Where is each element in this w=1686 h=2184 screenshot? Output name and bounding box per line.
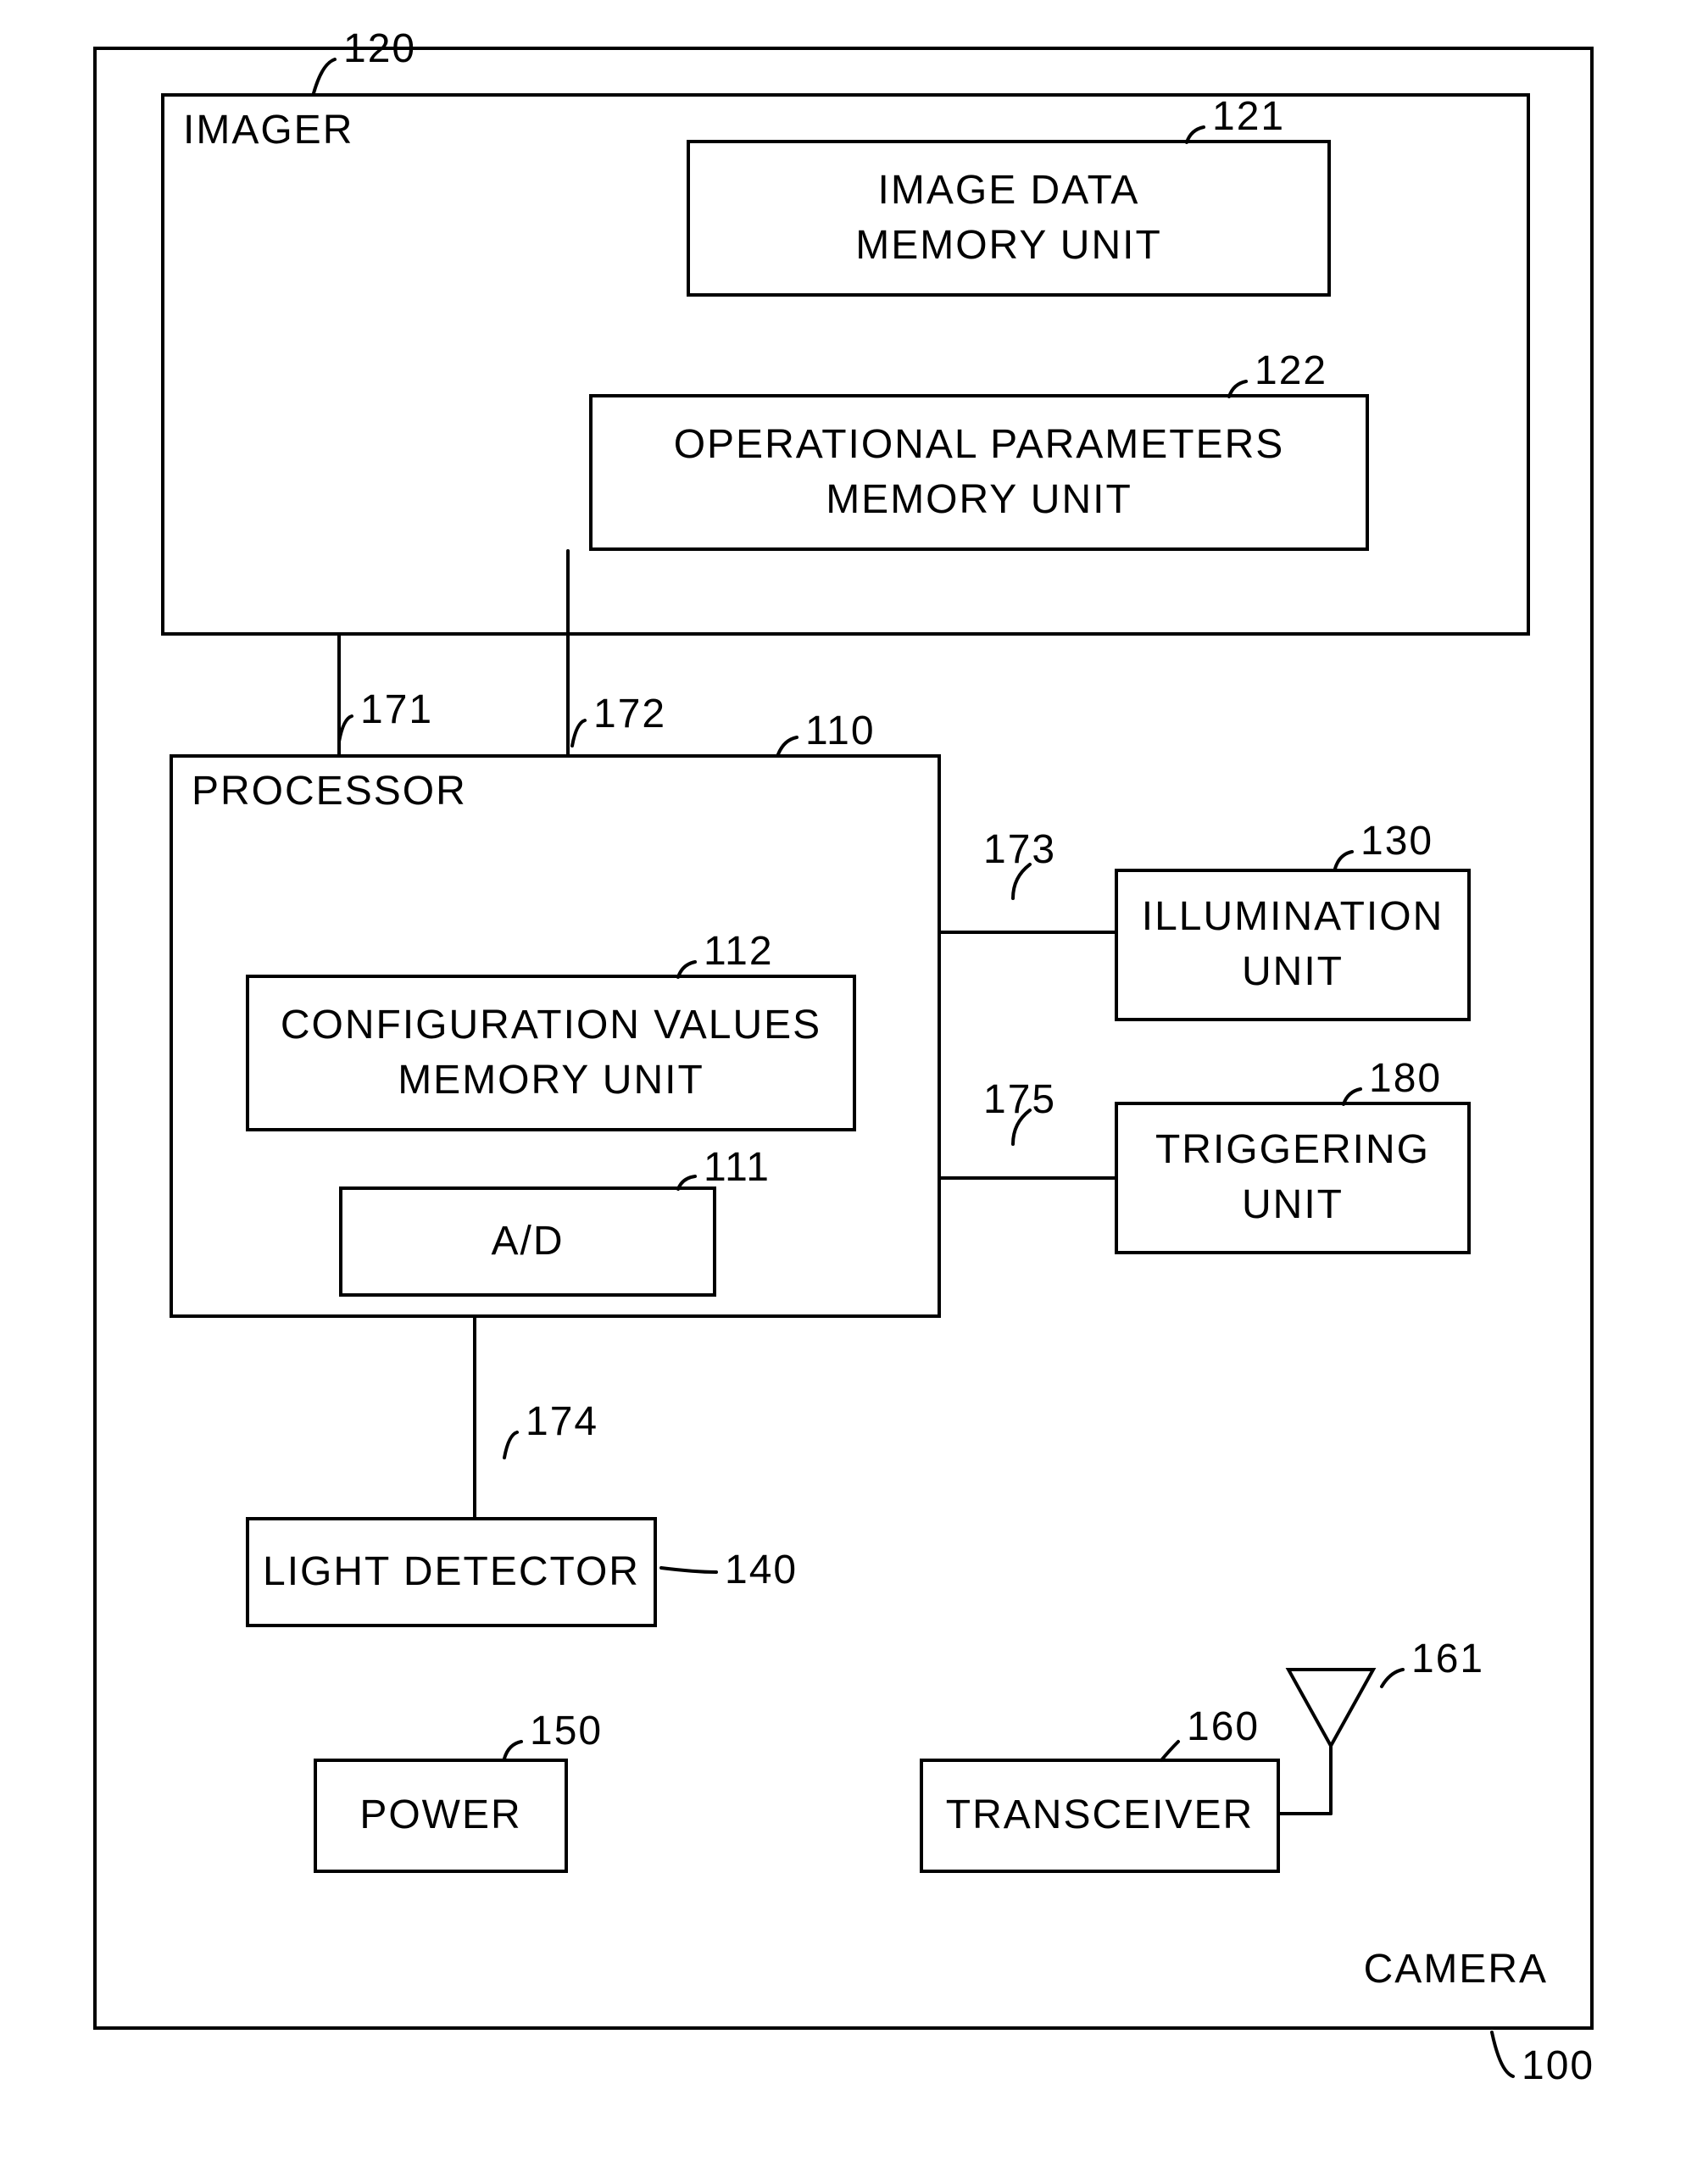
ref-173: 173	[983, 826, 1056, 873]
ref-100: 100	[1522, 2042, 1594, 2089]
op-params-memory-box: OPERATIONAL PARAMETERSMEMORY UNIT	[589, 394, 1369, 551]
triggering-label: TRIGGERINGUNIT	[1147, 1114, 1438, 1242]
ref-172: 172	[593, 691, 666, 737]
ref-175: 175	[983, 1076, 1056, 1123]
ref-110: 110	[805, 708, 876, 754]
op-params-memory-label: OPERATIONAL PARAMETERSMEMORY UNIT	[665, 409, 1294, 536]
diagram-canvas: CAMERA IMAGER IMAGE DATAMEMORY UNIT OPER…	[0, 0, 1686, 2184]
image-data-memory-label: IMAGE DATAMEMORY UNIT	[847, 155, 1171, 282]
ad-label: A/D	[482, 1206, 572, 1278]
ref-130: 130	[1360, 818, 1433, 864]
image-data-memory-box: IMAGE DATAMEMORY UNIT	[687, 140, 1331, 297]
processor-label: PROCESSOR	[192, 768, 467, 814]
ref-112: 112	[704, 928, 774, 975]
power-label: POWER	[351, 1780, 530, 1852]
ref-122: 122	[1255, 347, 1327, 394]
config-values-memory-box: CONFIGURATION VALUESMEMORY UNIT	[246, 975, 856, 1131]
ref-140: 140	[725, 1547, 798, 1593]
light-detector-label: LIGHT DETECTOR	[254, 1537, 648, 1609]
ref-121: 121	[1212, 93, 1285, 140]
ref-180: 180	[1369, 1055, 1442, 1102]
ref-160: 160	[1187, 1703, 1260, 1750]
ref-161: 161	[1411, 1636, 1484, 1682]
ref-171: 171	[360, 686, 433, 733]
transceiver-label: TRANSCEIVER	[938, 1780, 1262, 1852]
power-box: POWER	[314, 1759, 568, 1873]
triggering-box: TRIGGERINGUNIT	[1115, 1102, 1471, 1254]
ref-111: 111	[704, 1144, 771, 1191]
illumination-box: ILLUMINATIONUNIT	[1115, 869, 1471, 1021]
ref-120: 120	[343, 25, 416, 72]
light-detector-box: LIGHT DETECTOR	[246, 1517, 657, 1627]
hook-100	[1492, 2032, 1513, 2076]
ref-174: 174	[526, 1398, 598, 1445]
config-values-memory-label: CONFIGURATION VALUESMEMORY UNIT	[272, 990, 830, 1117]
illumination-label: ILLUMINATIONUNIT	[1133, 881, 1452, 1009]
transceiver-box: TRANSCEIVER	[920, 1759, 1280, 1873]
imager-label: IMAGER	[183, 107, 353, 153]
ref-150: 150	[530, 1708, 603, 1754]
camera-label: CAMERA	[1364, 1946, 1548, 1992]
ad-box: A/D	[339, 1186, 716, 1297]
